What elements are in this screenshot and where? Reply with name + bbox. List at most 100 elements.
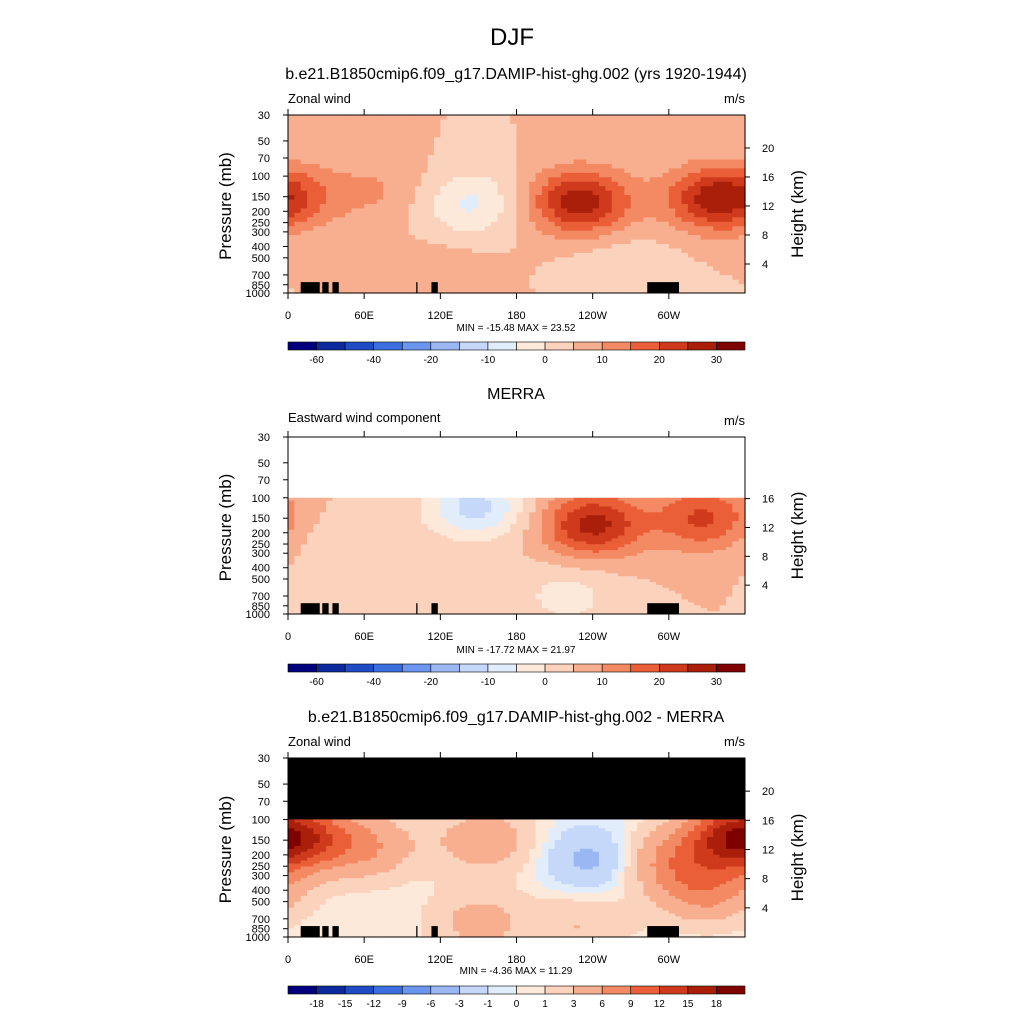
field-cell [630,544,638,548]
field-cell [732,509,740,513]
field-cell [548,159,556,165]
field-cell [567,529,575,534]
field-cell [719,506,727,510]
field-cell [421,208,429,214]
field-cell [560,128,568,134]
field-cell [732,208,740,214]
field-cell [313,561,321,566]
field-cell [579,252,587,258]
field-cell [599,132,606,138]
field-cell [421,284,429,290]
field-cell [453,523,460,528]
field-cell [662,506,670,510]
field-cell [338,270,346,276]
field-cell [599,509,606,513]
field-cell [440,146,448,152]
field-cell [351,199,359,205]
field-cell [300,570,308,574]
field-cell [294,509,302,513]
field-cell [421,552,429,557]
field-cell [446,190,454,196]
field-cell [579,137,587,143]
field-cell [389,497,397,502]
field-cell [649,226,657,232]
field-cell [662,552,670,557]
field-cell [541,500,549,505]
field-cell [332,576,340,580]
field-cell [560,521,568,525]
field-cell [338,541,346,545]
field-cell [307,552,314,557]
field-cell [618,544,626,548]
field-cell [503,248,511,254]
field-cell [662,266,670,272]
field-cell [681,573,689,577]
field-cell [465,212,473,218]
field-cell [567,163,575,169]
field-cell [624,576,632,580]
field-cell [675,529,683,534]
field-cell [668,518,676,522]
field-cell [326,266,334,272]
field-cell [725,230,733,236]
field-cell [706,186,714,192]
field-cell [541,244,549,250]
field-cell [307,128,314,134]
field-cell [675,168,683,174]
field-cell [510,550,518,554]
field-cell [738,239,746,245]
field-cell [554,509,562,513]
field-cell [668,172,676,178]
field-cell [319,252,327,258]
field-cell [389,208,397,214]
field-cell [630,532,638,537]
field-cell [459,284,467,290]
field-cell [383,204,391,210]
field-cell [465,257,473,263]
field-cell [313,558,321,563]
field-cell [700,550,708,554]
field-cell [605,163,613,169]
field-cell [307,212,314,218]
field-cell [548,186,556,192]
field-cell [725,564,733,569]
field-cell [440,509,448,513]
field-cell [491,204,499,210]
field-cell [637,555,645,560]
field-cell [732,123,740,129]
field-cell [706,532,714,537]
field-cell [516,506,524,510]
field-cell [446,217,454,223]
field-cell [618,230,626,236]
field-cell [668,221,676,227]
field-cell [326,279,334,285]
field-cell [630,550,638,554]
field-cell [459,181,467,187]
field-cell [605,561,613,566]
field-cell [370,128,378,134]
field-cell [478,119,486,125]
field-cell [586,561,594,566]
field-cell [529,172,537,178]
field-cell [459,555,467,560]
field-cell [573,555,581,560]
field-cell [700,555,708,560]
field-cell [497,137,505,143]
colorbar-swatch [573,341,603,351]
field-cell [605,204,613,210]
field-cell [319,195,327,201]
field-cell [510,155,518,161]
field-cell [548,555,556,560]
field-cell [706,503,714,508]
field-cell [433,558,441,563]
field-cell [345,159,353,165]
field-cell [364,235,372,241]
field-cell [357,509,365,513]
field-cell [288,199,295,205]
field-cell [643,564,651,569]
field-cell [567,567,575,572]
field-cell [719,212,727,218]
field-cell [383,509,391,513]
field-cell [675,239,683,245]
field-cell [459,248,467,254]
